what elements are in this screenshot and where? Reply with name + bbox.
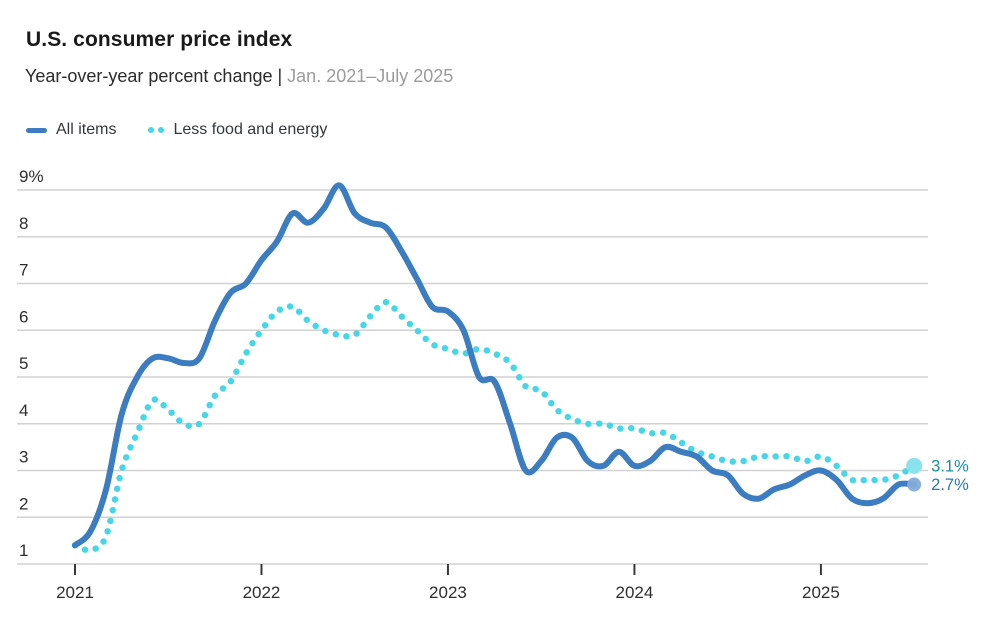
end-label-all-items: 2.7%	[931, 476, 969, 494]
x-axis-label: 2024	[616, 583, 654, 602]
y-axis-label: 6	[19, 307, 28, 326]
subtitle-date-range: Jan. 2021–July 2025	[287, 66, 454, 86]
end-dot-all-items	[907, 477, 922, 492]
legend-item-all-items: All items	[26, 121, 116, 139]
y-axis-label: 4	[19, 401, 28, 420]
all-items-line	[72, 182, 918, 549]
y-axis-label: 3	[19, 448, 28, 467]
end-label-core: 3.1%	[931, 457, 969, 475]
x-axis-label: 2021	[56, 583, 94, 602]
y-axis-label: 9%	[19, 167, 44, 186]
x-axis-label: 2022	[243, 583, 281, 602]
legend-label-core: Less food and energy	[173, 121, 328, 138]
y-axis-label: 1	[19, 541, 28, 560]
x-axis-label: 2023	[429, 583, 467, 602]
legend-label-all-items: All items	[56, 121, 117, 138]
core-dotted-swatch-icon	[148, 127, 165, 133]
core-line	[71, 298, 918, 554]
legend: All items Less food and energy	[26, 121, 327, 139]
x-axis-label: 2025	[802, 583, 840, 602]
chart-title: U.S. consumer price index	[26, 28, 293, 51]
end-dot-core	[906, 457, 923, 474]
y-axis-label: 8	[19, 214, 28, 233]
y-axis-label: 7	[19, 261, 28, 280]
y-axis-label: 2	[19, 494, 28, 513]
all-items-line-swatch-icon	[26, 127, 47, 133]
legend-item-core: Less food and energy	[148, 121, 327, 139]
chart-subtitle: Year-over-year percent change | Jan. 202…	[25, 66, 453, 87]
y-axis-label: 5	[19, 354, 28, 373]
subtitle-main: Year-over-year percent change |	[25, 66, 288, 86]
